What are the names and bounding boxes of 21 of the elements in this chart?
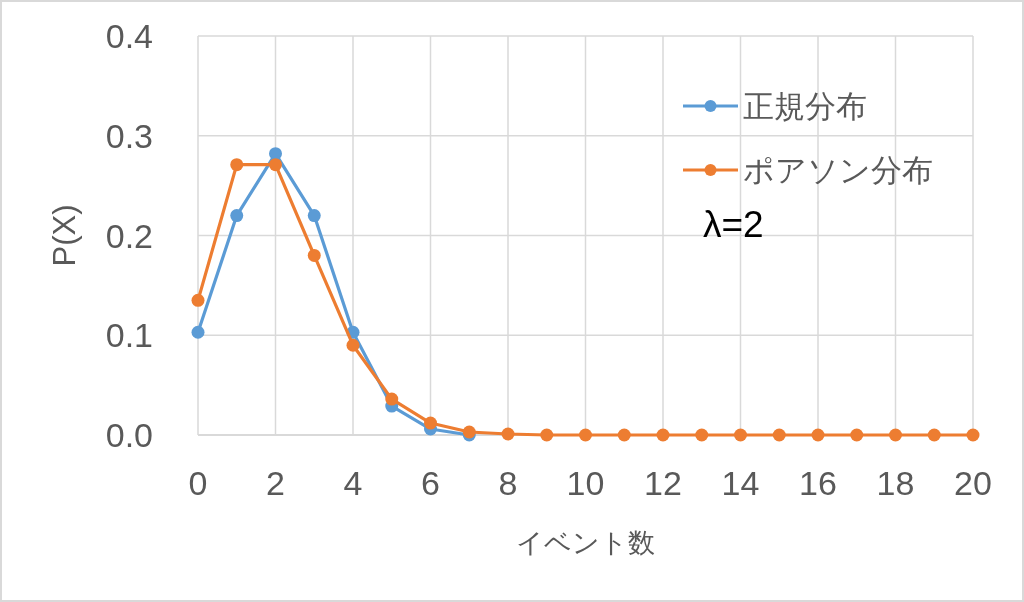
x-tick: 12	[644, 464, 682, 502]
x-axis-title: イベント数	[516, 528, 655, 558]
y-tick: 0.4	[105, 17, 153, 55]
y-tick: 0.0	[105, 416, 153, 454]
x-tick: 14	[721, 464, 760, 502]
x-tick: 4	[343, 464, 363, 502]
x-tick: 6	[421, 464, 440, 502]
annotation: λ=2	[703, 203, 764, 245]
legend-label: 正規分布	[743, 88, 867, 124]
x-tick: 8	[498, 464, 518, 502]
y-tick: 0.2	[105, 216, 153, 255]
x-tick: 20	[954, 464, 992, 502]
legend-label: ポアソン分布	[743, 152, 933, 188]
x-tick: 2	[266, 464, 285, 502]
x-tick: 18	[876, 464, 915, 502]
x-tick: 10	[566, 464, 605, 502]
y-tick: 0.1	[105, 316, 153, 355]
y-axis-title: P(X)	[46, 204, 82, 267]
x-tick: 0	[188, 464, 208, 502]
x-tick: 16	[799, 464, 837, 502]
y-tick: 0.3	[105, 116, 153, 155]
